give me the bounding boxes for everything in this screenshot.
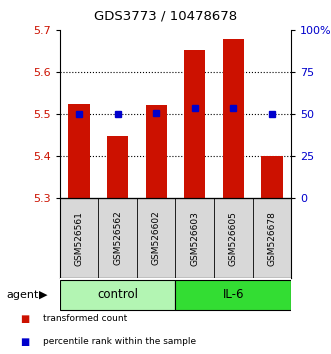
Text: ■: ■ — [20, 314, 29, 324]
Bar — [60, 280, 175, 310]
Text: transformed count: transformed count — [43, 314, 127, 323]
Text: GSM526561: GSM526561 — [74, 211, 83, 266]
Text: GSM526562: GSM526562 — [113, 211, 122, 266]
Text: GSM526605: GSM526605 — [229, 211, 238, 266]
Text: control: control — [97, 287, 138, 301]
Bar — [175, 280, 291, 310]
Text: agent: agent — [7, 290, 39, 300]
Text: GSM526678: GSM526678 — [267, 211, 276, 266]
Bar — [261, 156, 283, 198]
Bar — [223, 39, 244, 198]
Text: GDS3773 / 10478678: GDS3773 / 10478678 — [94, 10, 237, 22]
Bar — [184, 50, 205, 198]
Text: percentile rank within the sample: percentile rank within the sample — [43, 337, 196, 346]
Bar — [107, 136, 128, 198]
Text: GSM526603: GSM526603 — [190, 211, 199, 266]
Bar — [146, 105, 167, 198]
Text: IL-6: IL-6 — [223, 287, 244, 301]
Text: ▶: ▶ — [39, 290, 47, 300]
Text: GSM526602: GSM526602 — [152, 211, 161, 266]
Bar — [68, 104, 89, 198]
Text: ■: ■ — [20, 337, 29, 347]
